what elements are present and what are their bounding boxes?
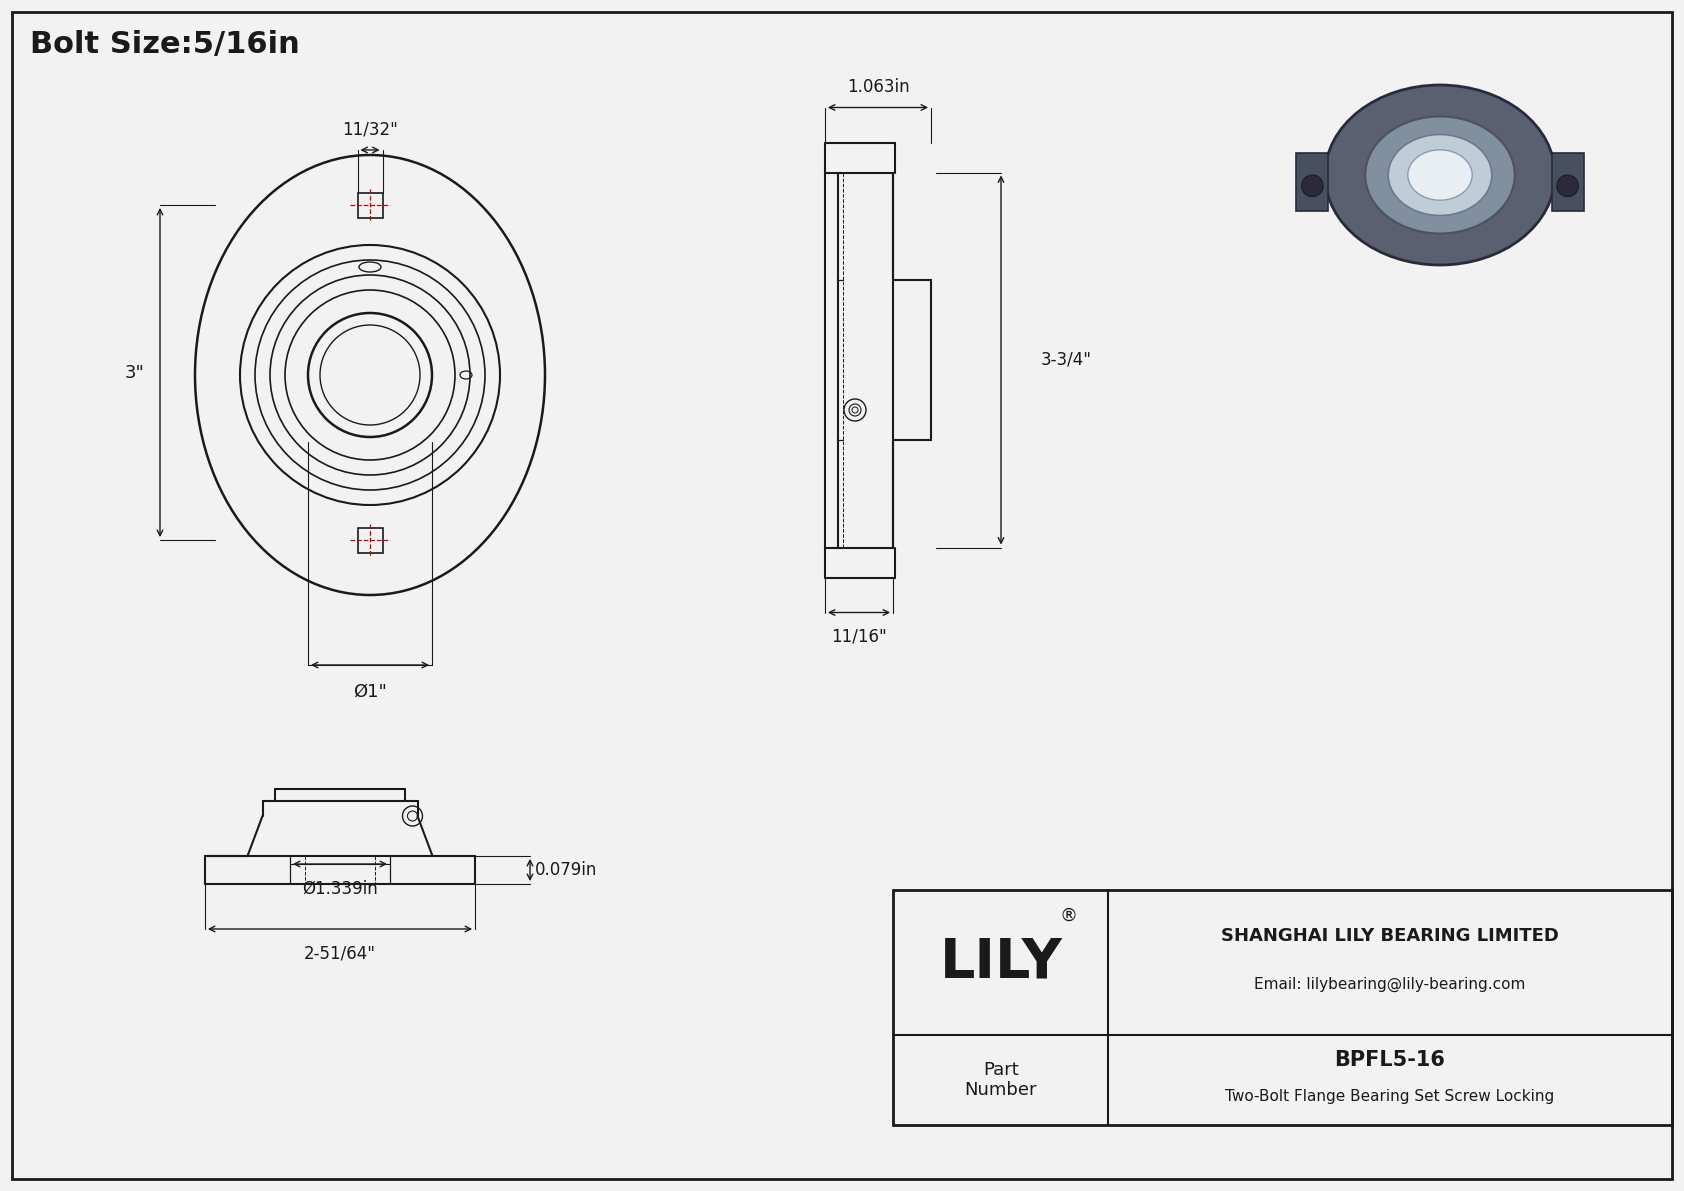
- Circle shape: [1556, 175, 1578, 197]
- Bar: [357, 193, 382, 218]
- Text: Bolt Size:5/16in: Bolt Size:5/16in: [30, 31, 300, 60]
- Bar: [357, 528, 382, 553]
- Text: 11/16": 11/16": [832, 628, 887, 646]
- Circle shape: [1302, 175, 1324, 197]
- Text: Email: lilybearing@lily-bearing.com: Email: lilybearing@lily-bearing.com: [1255, 977, 1526, 992]
- Text: Ø1": Ø1": [354, 682, 387, 701]
- Ellipse shape: [1366, 117, 1514, 233]
- Text: 3": 3": [125, 363, 145, 381]
- Bar: [1297, 152, 1329, 211]
- Ellipse shape: [1388, 135, 1492, 216]
- Text: 1.063in: 1.063in: [847, 77, 909, 95]
- Text: BPFL5-16: BPFL5-16: [1334, 1050, 1445, 1071]
- Text: Part
Number: Part Number: [965, 1061, 1037, 1099]
- Text: 0.079in: 0.079in: [536, 861, 598, 879]
- Text: LILY: LILY: [940, 935, 1063, 990]
- Text: Two-Bolt Flange Bearing Set Screw Locking: Two-Bolt Flange Bearing Set Screw Lockin…: [1226, 1089, 1554, 1104]
- Text: SHANGHAI LILY BEARING LIMITED: SHANGHAI LILY BEARING LIMITED: [1221, 928, 1559, 946]
- Bar: [1551, 152, 1583, 211]
- Text: 11/32": 11/32": [342, 120, 397, 138]
- Text: 3-3/4": 3-3/4": [1041, 351, 1091, 369]
- Ellipse shape: [1408, 150, 1472, 200]
- Ellipse shape: [1325, 85, 1554, 266]
- Text: 2-51/64": 2-51/64": [305, 944, 376, 962]
- Text: Ø1.339in: Ø1.339in: [301, 880, 377, 898]
- Text: ®: ®: [1059, 908, 1078, 925]
